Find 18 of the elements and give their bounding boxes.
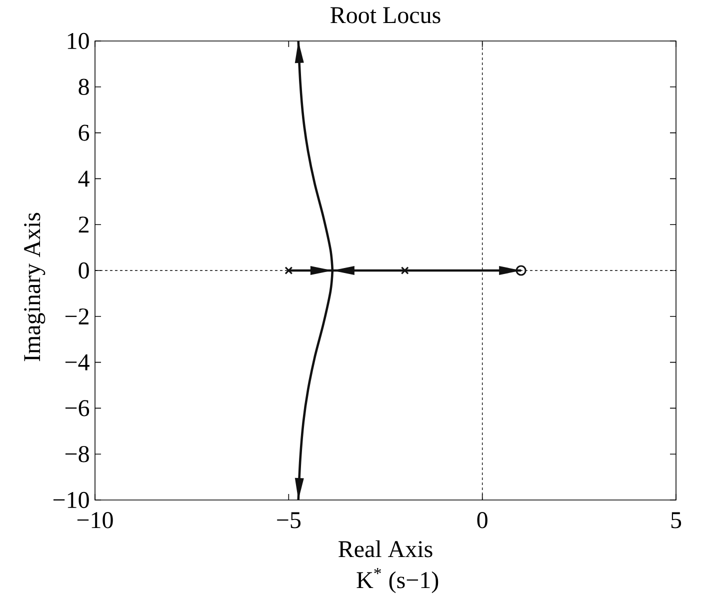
x-tick-label: −5 [277,512,300,528]
y-tick-label: −10 [53,492,89,508]
chart-title: Root Locus [330,7,440,24]
text: K$^{*}$ (s−1) [356,568,438,594]
y-tick-label: 0 [78,262,89,279]
y-tick-label: −4 [65,354,90,370]
y-tick-label: 4 [78,170,90,187]
y-tick-label: −2 [65,308,88,324]
x-tick-label: 0 [477,512,488,528]
y-tick-label: 10 [68,32,89,50]
y-tick-label: 2 [78,216,88,233]
y-tick-label: 8 [78,78,89,95]
y-tick-label: −6 [65,400,90,416]
x-tick-label: 5 [671,512,682,528]
y-tick-label: 6 [78,124,90,141]
y-axis-title: Imaginary Axis [24,212,46,362]
y-tick-label: −8 [65,446,89,462]
x-axis-title: Real Axis [338,540,432,558]
